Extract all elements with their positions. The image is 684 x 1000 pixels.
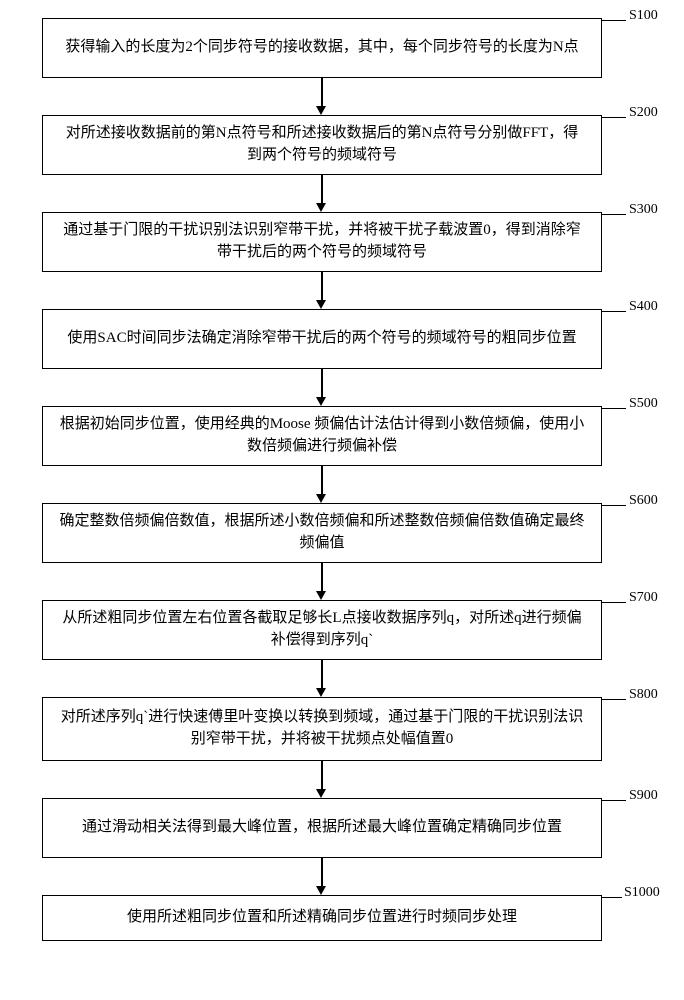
lead-line-s300: [602, 214, 626, 215]
arrowhead-1: [316, 203, 326, 212]
step-label-s700: S700: [629, 590, 658, 606]
connector-7: [321, 761, 323, 789]
step-box-s700: 从所述粗同步位置左右位置各截取足够长L点接收数据序列q，对所述q进行频偏补偿得到…: [42, 600, 602, 660]
step-label-s1000: S1000: [624, 885, 660, 901]
flowchart-container: 获得输入的长度为2个同步符号的接收数据，其中，每个同步符号的长度为N点 S100 对…: [0, 0, 684, 1000]
step-box-s600: 确定整数倍频偏倍数值，根据所述小数倍频偏和所述整数倍频偏倍数值确定最终频偏值: [42, 503, 602, 563]
lead-line-s200: [602, 117, 626, 118]
lead-line-s100: [602, 20, 626, 21]
step-box-s900: 通过滑动相关法得到最大峰位置，根据所述最大峰位置确定精确同步位置: [42, 798, 602, 858]
step-label-s400: S400: [629, 299, 658, 315]
connector-6: [321, 660, 323, 688]
step-label-s100: S100: [629, 8, 658, 24]
step-label-s900: S900: [629, 788, 658, 804]
lead-line-s800: [602, 699, 626, 700]
step-box-s800: 对所述序列q`进行快速傅里叶变换以转换到频域，通过基于门限的干扰识别法识别窄带干…: [42, 697, 602, 761]
arrowhead-3: [316, 397, 326, 406]
connector-3: [321, 369, 323, 397]
step-label-s600: S600: [629, 493, 658, 509]
connector-5: [321, 563, 323, 591]
lead-line-s500: [602, 408, 626, 409]
lead-line-s1000: [602, 897, 622, 898]
step-box-s200: 对所述接收数据前的第N点符号和所述接收数据后的第N点符号分别做FFT，得到两个符…: [42, 115, 602, 175]
step-box-s400: 使用SAC时间同步法确定消除窄带干扰后的两个符号的频域符号的粗同步位置: [42, 309, 602, 369]
arrowhead-0: [316, 106, 326, 115]
lead-line-s700: [602, 602, 626, 603]
connector-4: [321, 466, 323, 494]
lead-line-s600: [602, 505, 626, 506]
connector-0: [321, 78, 323, 106]
arrowhead-4: [316, 494, 326, 503]
step-box-s300: 通过基于门限的干扰识别法识别窄带干扰，并将被干扰子载波置0，得到消除窄带干扰后的…: [42, 212, 602, 272]
lead-line-s900: [602, 800, 626, 801]
step-label-s500: S500: [629, 396, 658, 412]
connector-8: [321, 858, 323, 886]
step-box-s1000: 使用所述粗同步位置和所述精确同步位置进行时频同步处理: [42, 895, 602, 941]
arrowhead-8: [316, 886, 326, 895]
step-label-s800: S800: [629, 687, 658, 703]
arrowhead-6: [316, 688, 326, 697]
step-label-s300: S300: [629, 202, 658, 218]
connector-1: [321, 175, 323, 203]
step-label-s200: S200: [629, 105, 658, 121]
arrowhead-5: [316, 591, 326, 600]
step-box-s500: 根据初始同步位置，使用经典的Moose 频偏估计法估计得到小数倍频偏，使用小数倍…: [42, 406, 602, 466]
arrowhead-2: [316, 300, 326, 309]
arrowhead-7: [316, 789, 326, 798]
step-box-s100: 获得输入的长度为2个同步符号的接收数据，其中，每个同步符号的长度为N点: [42, 18, 602, 78]
connector-2: [321, 272, 323, 300]
lead-line-s400: [602, 311, 626, 312]
